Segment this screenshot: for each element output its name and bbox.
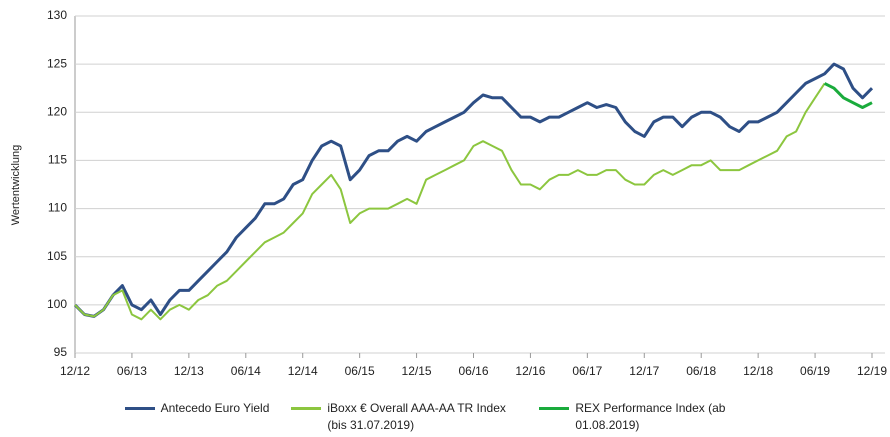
legend-swatch [291, 407, 322, 410]
y-axis-label: Wertentwicklung [10, 145, 22, 226]
series-line [74, 82, 826, 321]
x-tick-label: 12/17 [629, 364, 659, 378]
legend-label: REX Performance Index (ab 01.08.2019) [575, 401, 726, 432]
x-tick-label: 06/19 [800, 364, 830, 378]
y-tick-label: 110 [48, 201, 67, 215]
series-line [73, 62, 874, 318]
x-tick-label: 06/15 [345, 364, 375, 378]
chart: Wertentwicklung 95 100 105 110 115 120 125 130 1… [10, 8, 887, 378]
x-tick-label: 06/18 [686, 364, 716, 378]
legend-item: REX Performance Index (ab 01.08.2019) [539, 400, 765, 434]
y-tick-label: 125 [47, 56, 67, 70]
y-tick-label: 95 [54, 345, 68, 359]
legend-swatch [124, 407, 155, 410]
y-tick-label: 100 [47, 297, 67, 311]
x-tick-label: 12/15 [402, 364, 432, 378]
x-tick-label: 06/13 [117, 364, 147, 378]
y-tick-label: 115 [48, 153, 67, 167]
x-tick-label: 06/14 [231, 364, 261, 378]
x-tick-label: 12/14 [288, 364, 318, 378]
x-tick-label: 06/16 [458, 364, 488, 378]
legend-item: Antecedo Euro Yield [124, 400, 270, 434]
y-tick-label: 120 [47, 104, 67, 118]
legend-swatch [539, 407, 570, 410]
x-tick-label: 12/13 [174, 364, 204, 378]
legend: Antecedo Euro Yield iBoxx € Overall AAA-A… [0, 400, 890, 434]
x-tick-label: 12/16 [515, 364, 545, 378]
legend-label: Antecedo Euro Yield [160, 401, 270, 415]
x-tick-label: 12/19 [857, 364, 887, 378]
y-tick-label: 105 [47, 249, 67, 263]
legend-item: iBoxx € Overall AAA-AA TR Index (bis 31.… [291, 400, 517, 434]
x-tick-label: 06/17 [572, 364, 602, 378]
x-tick-label: 12/12 [60, 364, 90, 378]
series-line [823, 82, 873, 109]
legend-label: iBoxx € Overall AAA-AA TR Index (bis 31.… [327, 401, 506, 432]
y-tick-label: 130 [47, 8, 67, 22]
x-tick-label: 12/18 [743, 364, 773, 378]
